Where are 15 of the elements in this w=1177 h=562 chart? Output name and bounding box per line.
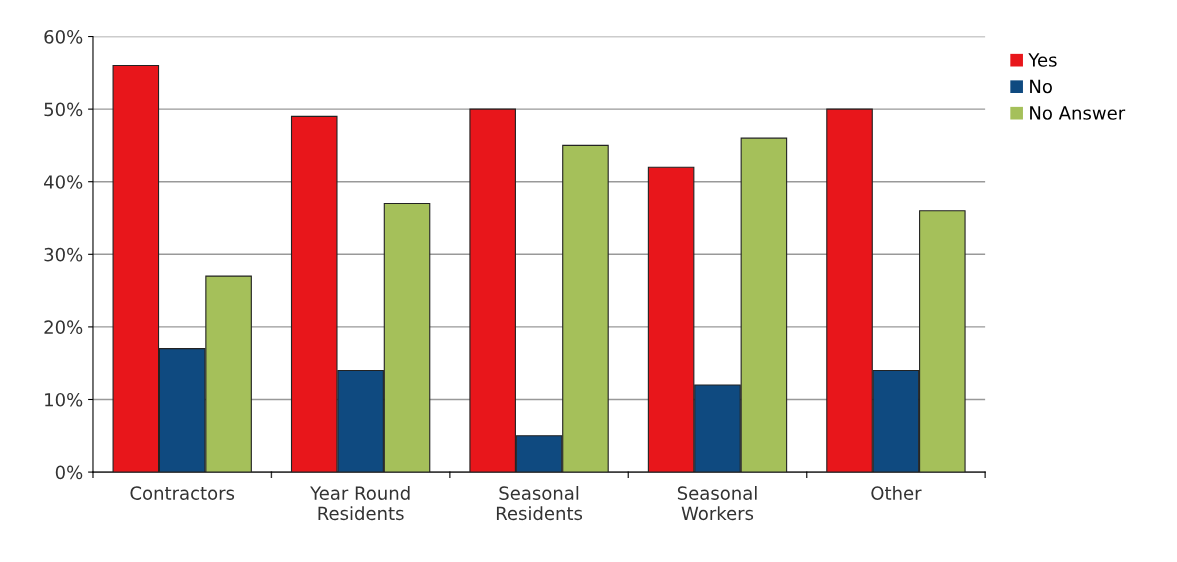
x-tick-label: Seasonal Workers bbox=[677, 485, 757, 521]
y-tick-label: 10% bbox=[45, 392, 83, 407]
y-tick-label: 30% bbox=[44, 247, 83, 262]
legend-label: No Answer bbox=[1030, 106, 1126, 120]
y-tick-label: 40% bbox=[44, 175, 83, 189]
legend-label: No bbox=[1030, 79, 1052, 94]
y-tick-label: 20% bbox=[44, 320, 83, 335]
y-tick-label: 60% bbox=[44, 29, 83, 44]
x-tick-label: Other bbox=[871, 485, 922, 500]
x-tick-label: Seasonal Residents bbox=[496, 485, 583, 521]
legend-label: Yes bbox=[1028, 53, 1057, 67]
y-tick-label: 0% bbox=[55, 465, 83, 480]
x-tick-label: Contractors bbox=[130, 486, 235, 500]
y-tick-label: 50% bbox=[44, 102, 83, 117]
x-tick-label: Year Round Residents bbox=[310, 485, 410, 521]
